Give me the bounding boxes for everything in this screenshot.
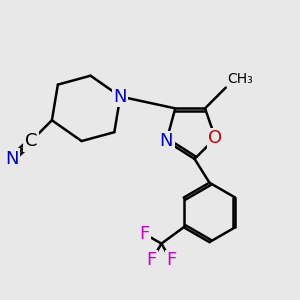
- Text: N: N: [160, 132, 173, 150]
- Text: O: O: [208, 129, 223, 147]
- Text: F: F: [166, 251, 176, 269]
- Text: F: F: [140, 225, 150, 243]
- Text: N: N: [113, 88, 127, 106]
- Text: CH₃: CH₃: [227, 72, 253, 86]
- Text: C: C: [25, 132, 38, 150]
- Text: N: N: [5, 150, 19, 168]
- Text: F: F: [147, 251, 157, 269]
